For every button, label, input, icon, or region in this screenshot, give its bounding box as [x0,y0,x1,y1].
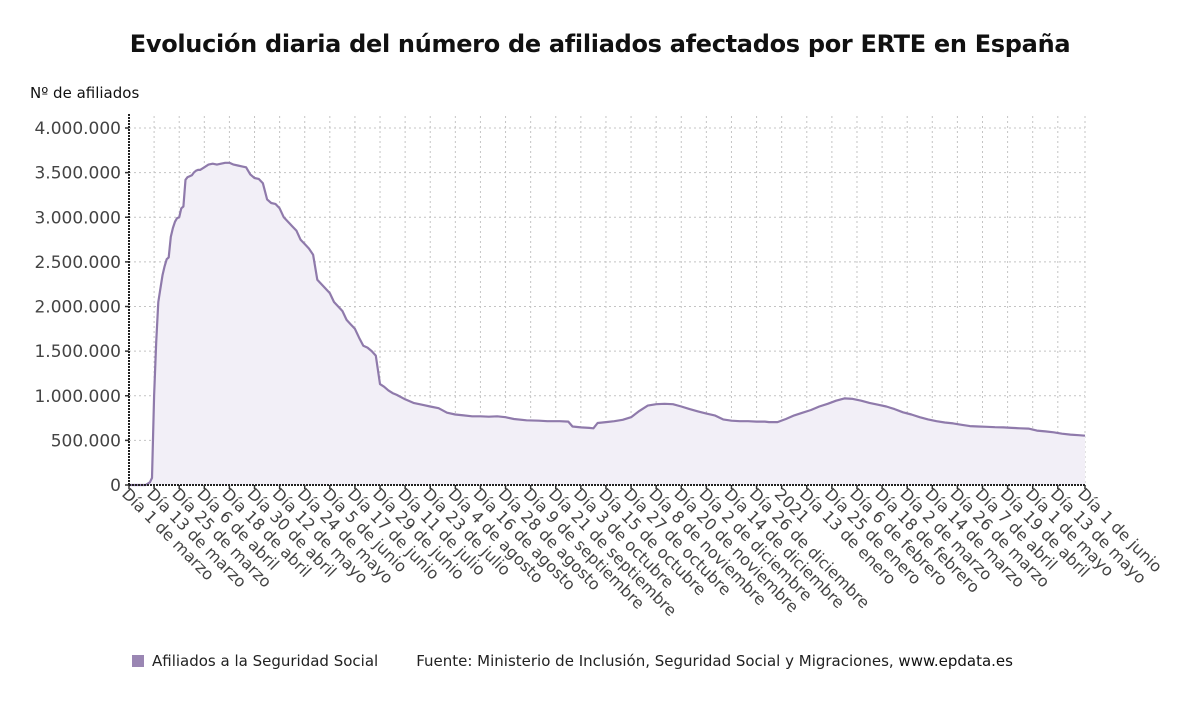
source-label: Fuente: Ministerio de Inclusión, Segurid… [416,652,899,670]
y-tick-label: 500.000 [51,431,121,451]
legend-swatch [132,655,144,667]
y-tick-label: 3.500.000 [34,164,121,184]
y-tick-label: 2.000.000 [34,298,121,318]
series-area [129,162,1085,486]
y-tick-label: 0 [110,476,121,496]
source-url[interactable]: www.epdata.es [898,652,1013,670]
legend-label: Afiliados a la Seguridad Social [152,652,379,670]
series-line [129,161,1086,487]
axes [125,114,1086,489]
y-tick-label: 4.000.000 [34,119,121,139]
y-tick-label: 2.500.000 [34,253,121,273]
chart-title: Evolución diaria del número de afiliados… [129,30,1071,58]
y-ticks: 0 500.000 1.000.000 1.500.000 2.000.000 2.500… [34,119,121,496]
y-tick-label: 1.000.000 [34,387,121,407]
legend: Afiliados a la Seguridad Social Fuente: … [132,652,1013,670]
y-tick-label: 3.000.000 [34,208,121,228]
grid [129,116,1086,485]
y-tick-label: 1.500.000 [34,342,121,362]
y-axis-label: Nº de afiliados [30,84,140,102]
source-text: Fuente: Ministerio de Inclusión, Segurid… [416,652,1013,670]
